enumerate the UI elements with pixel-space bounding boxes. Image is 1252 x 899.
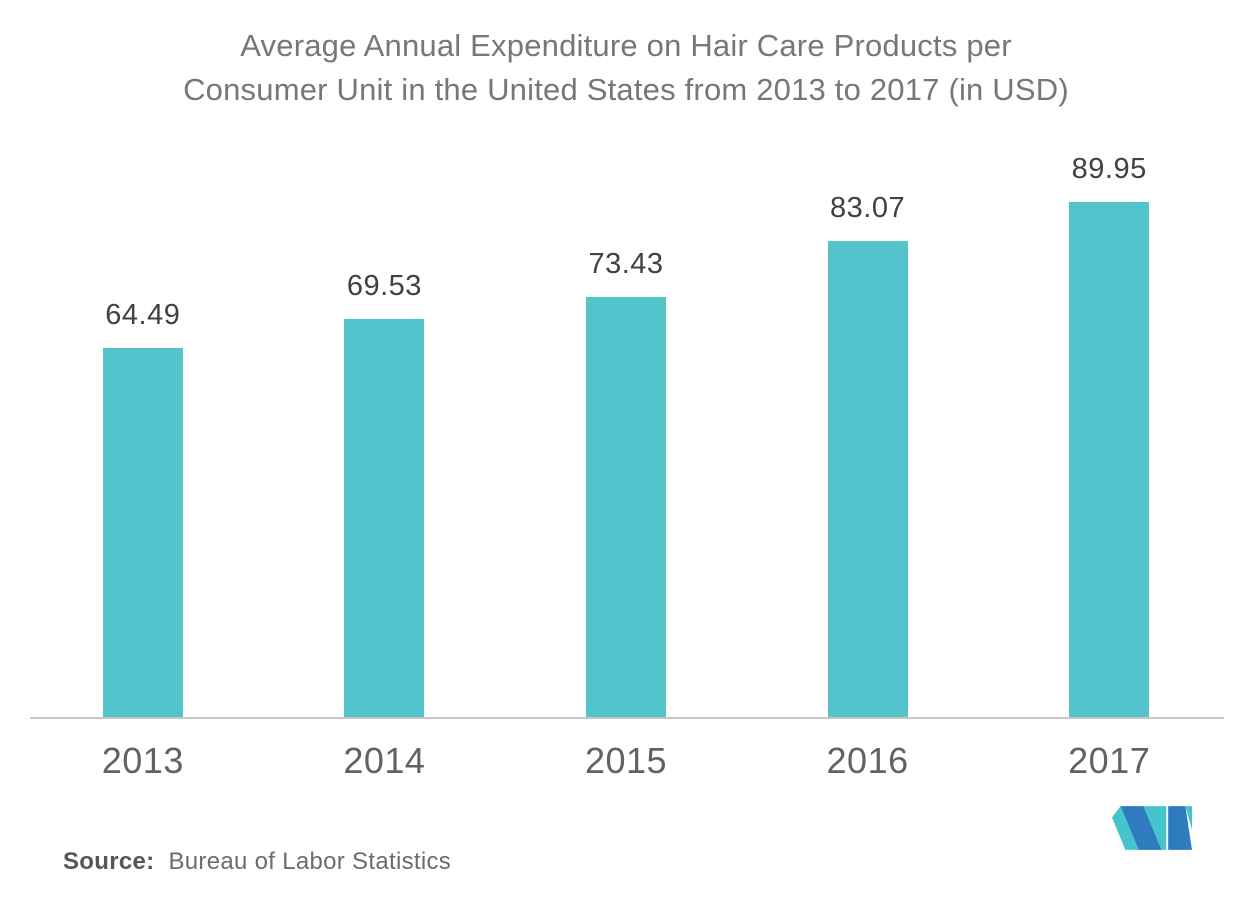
bar-group-2016: 83.07 [747,192,989,717]
bar-2015 [585,297,666,717]
m-logo-icon [1112,806,1192,850]
bar-2014 [344,319,425,717]
bar-2017 [1069,202,1150,717]
mordor-intelligence-logo [1112,806,1192,850]
bar-2013 [102,348,183,717]
bar-value-label: 89.95 [1071,153,1147,185]
bar-value-label: 83.07 [830,192,906,224]
chart-title-line-1: Average Annual Expenditure on Hair Care … [240,28,1012,63]
x-axis-line [30,717,1224,719]
chart-title: Average Annual Expenditure on Hair Care … [0,24,1252,112]
x-tick-2017: 2017 [1068,740,1151,781]
source-attribution: Source: Bureau of Labor Statistics [63,848,451,876]
bar-group-2014: 69.53 [264,270,506,717]
source-label: Source: [63,848,155,875]
bar-value-label: 73.43 [588,248,664,280]
bar-group-2013: 64.49 [22,299,264,717]
bar-group-2015: 73.43 [505,248,747,717]
x-tick-2014: 2014 [343,740,426,781]
x-tick-2016: 2016 [826,740,909,781]
plot-area: 64.49 69.53 73.43 83.07 89.95 [22,0,1230,717]
bar-value-label: 69.53 [346,270,422,302]
bar-group-2017: 89.95 [988,153,1230,717]
source-text: Bureau of Labor Statistics [168,848,452,875]
x-tick-2013: 2013 [101,740,184,781]
bar-value-label: 64.49 [105,299,181,331]
bar-2016 [827,241,908,717]
x-tick-2015: 2015 [584,740,668,781]
chart-title-line-2: Consumer Unit in the United States from … [183,72,1069,107]
x-axis-labels: 2013 2014 2015 2016 2017 [22,740,1230,782]
